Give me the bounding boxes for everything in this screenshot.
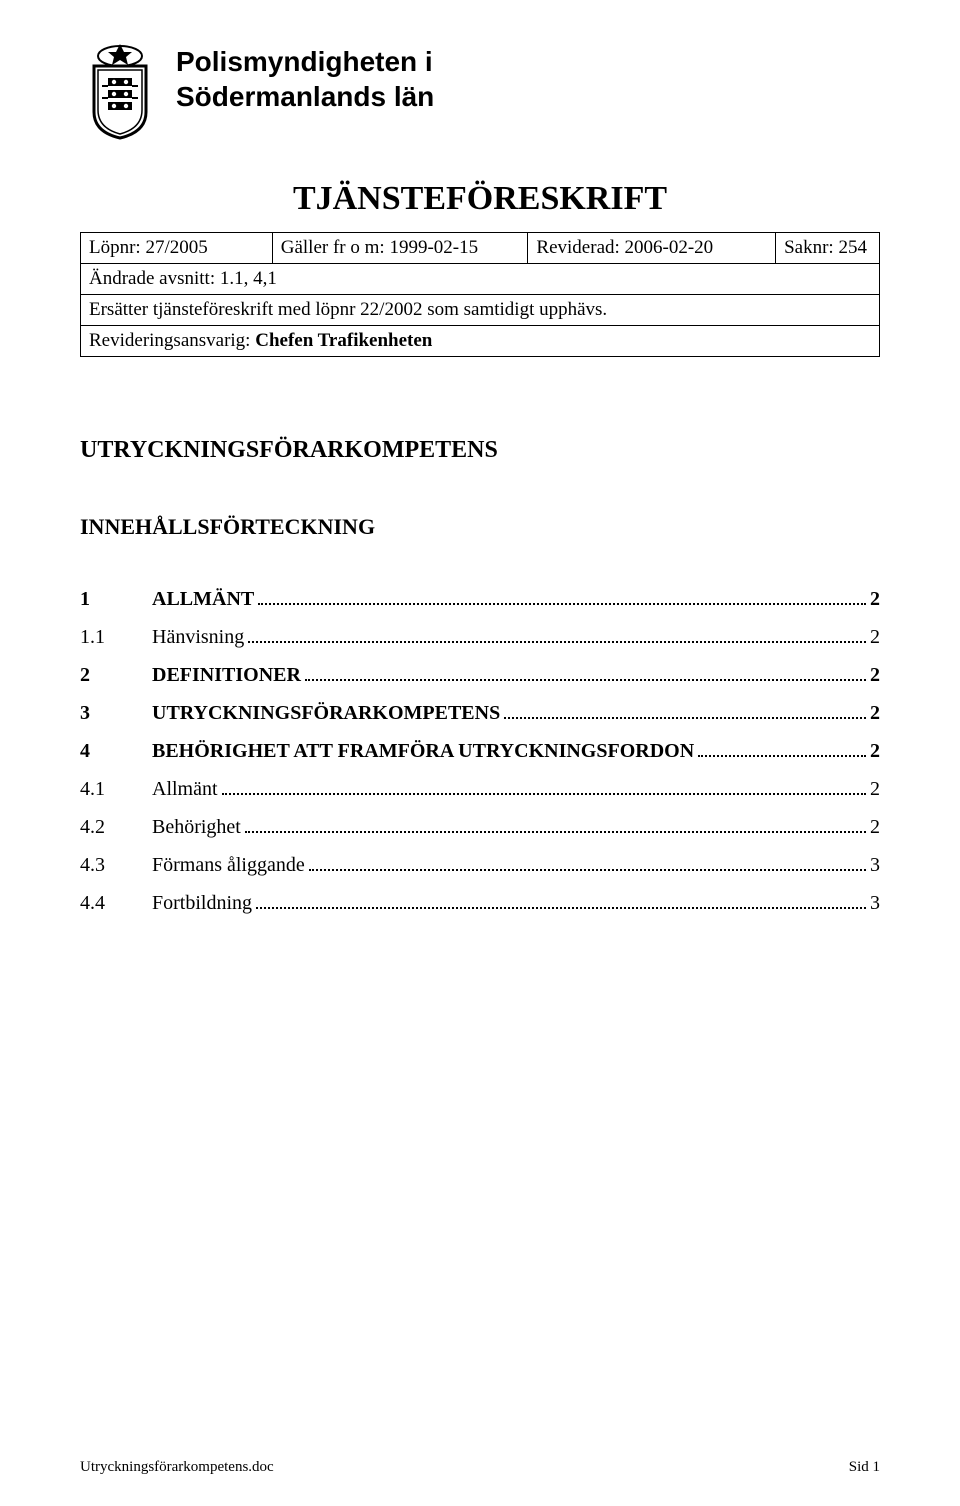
toc-row: 1.1Hänvisning 2 xyxy=(80,618,880,656)
toc-number: 4.3 xyxy=(80,846,152,884)
page-footer: Utryckningsförarkompetens.doc Sid 1 xyxy=(80,1459,880,1476)
toc-page: 3 xyxy=(870,846,880,884)
toc-row: 4BEHÖRIGHET ATT FRAMFÖRA UTRYCKNINGSFORD… xyxy=(80,732,880,770)
toc-number: 4.4 xyxy=(80,884,152,922)
cell-reviewer: Revideringsansvarig: Chefen Trafikenhete… xyxy=(81,326,880,357)
toc-leader xyxy=(258,588,866,605)
toc-number: 2 xyxy=(80,656,152,694)
toc-label: Behörighet xyxy=(152,808,241,846)
toc-page: 2 xyxy=(870,580,880,618)
toc-leader xyxy=(305,664,866,681)
toc-row: 2DEFINITIONER2 xyxy=(80,656,880,694)
toc-label: ALLMÄNT xyxy=(152,580,254,618)
galler-value: 1999-02-15 xyxy=(389,237,478,258)
cell-reviderad: Reviderad: 2006-02-20 xyxy=(528,233,776,264)
saknr-label: Saknr: xyxy=(784,237,838,258)
org-line-2: Södermanlands län xyxy=(176,79,434,114)
metadata-table: Löpnr: 27/2005 Gäller fr o m: 1999-02-15… xyxy=(80,232,880,357)
reviderad-value: 2006-02-20 xyxy=(625,237,714,258)
avsnitt-label: Ändrade avsnitt: xyxy=(89,268,220,289)
cell-saknr: Saknr: 254 xyxy=(776,233,880,264)
toc-heading: INNEHÅLLSFÖRTECKNING xyxy=(80,514,880,540)
toc-page: 2 xyxy=(870,770,880,808)
toc-row: 4.4Fortbildning 3 xyxy=(80,884,880,922)
toc-label: Fortbildning xyxy=(152,884,252,922)
toc-leader xyxy=(309,854,866,871)
cell-avsnitt: Ändrade avsnitt: 1.1, 4,1 xyxy=(81,264,880,295)
toc-number: 1.1 xyxy=(80,618,152,656)
toc-page: 2 xyxy=(870,694,880,732)
toc-leader xyxy=(245,816,866,833)
cell-galler: Gäller fr o m: 1999-02-15 xyxy=(272,233,528,264)
toc-leader xyxy=(504,702,866,719)
toc-leader xyxy=(222,778,866,795)
toc-number: 4.2 xyxy=(80,808,152,846)
cell-lopnr: Löpnr: 27/2005 xyxy=(81,233,273,264)
toc-page: 2 xyxy=(870,618,880,656)
avsnitt-value: 1.1, 4,1 xyxy=(220,268,277,289)
saknr-value: 254 xyxy=(838,237,867,258)
toc-label: BEHÖRIGHET ATT FRAMFÖRA UTRYCKNINGSFORDO… xyxy=(152,732,694,770)
document-title: TJÄNSTEFÖRESKRIFT xyxy=(80,180,880,218)
toc-label: DEFINITIONER xyxy=(152,656,301,694)
toc-row: 1ALLMÄNT 2 xyxy=(80,580,880,618)
letterhead: Polismyndigheten i Södermanlands län xyxy=(80,40,880,140)
lopnr-label: Löpnr: xyxy=(89,237,145,258)
reviewer-value: Chefen Trafikenheten xyxy=(255,330,432,351)
reviewer-label: Revideringsansvarig: xyxy=(89,330,255,351)
toc-leader xyxy=(256,892,866,909)
toc-label: UTRYCKNINGSFÖRARKOMPETENS xyxy=(152,694,500,732)
reviderad-label: Reviderad: xyxy=(536,237,624,258)
toc-number: 3 xyxy=(80,694,152,732)
galler-label: Gäller fr o m: xyxy=(281,237,390,258)
organization-name: Polismyndigheten i Södermanlands län xyxy=(176,44,434,114)
toc-label: Förmans åliggande xyxy=(152,846,305,884)
footer-filename: Utryckningsförarkompetens.doc xyxy=(80,1459,274,1476)
toc-page: 3 xyxy=(870,884,880,922)
toc-number: 1 xyxy=(80,580,152,618)
toc-row: 4.2Behörighet 2 xyxy=(80,808,880,846)
main-heading: UTRYCKNINGSFÖRARKOMPETENS xyxy=(80,437,880,464)
toc-row: 4.3Förmans åliggande 3 xyxy=(80,846,880,884)
toc-page: 2 xyxy=(870,656,880,694)
toc-label: Hänvisning xyxy=(152,618,244,656)
cell-replace: Ersätter tjänsteföreskrift med löpnr 22/… xyxy=(81,295,880,326)
toc-label: Allmänt xyxy=(152,770,218,808)
toc-row: 3UTRYCKNINGSFÖRARKOMPETENS 2 xyxy=(80,694,880,732)
lopnr-value: 27/2005 xyxy=(145,237,207,258)
police-crest-icon xyxy=(80,40,160,140)
toc-row: 4.1Allmänt 2 xyxy=(80,770,880,808)
footer-page: Sid 1 xyxy=(849,1459,880,1476)
toc-number: 4.1 xyxy=(80,770,152,808)
toc-number: 4 xyxy=(80,732,152,770)
toc-page: 2 xyxy=(870,732,880,770)
table-of-contents: 1ALLMÄNT21.1Hänvisning22DEFINITIONER23UT… xyxy=(80,580,880,922)
org-line-1: Polismyndigheten i xyxy=(176,44,434,79)
toc-page: 2 xyxy=(870,808,880,846)
toc-leader xyxy=(698,740,866,757)
toc-leader xyxy=(248,626,866,643)
